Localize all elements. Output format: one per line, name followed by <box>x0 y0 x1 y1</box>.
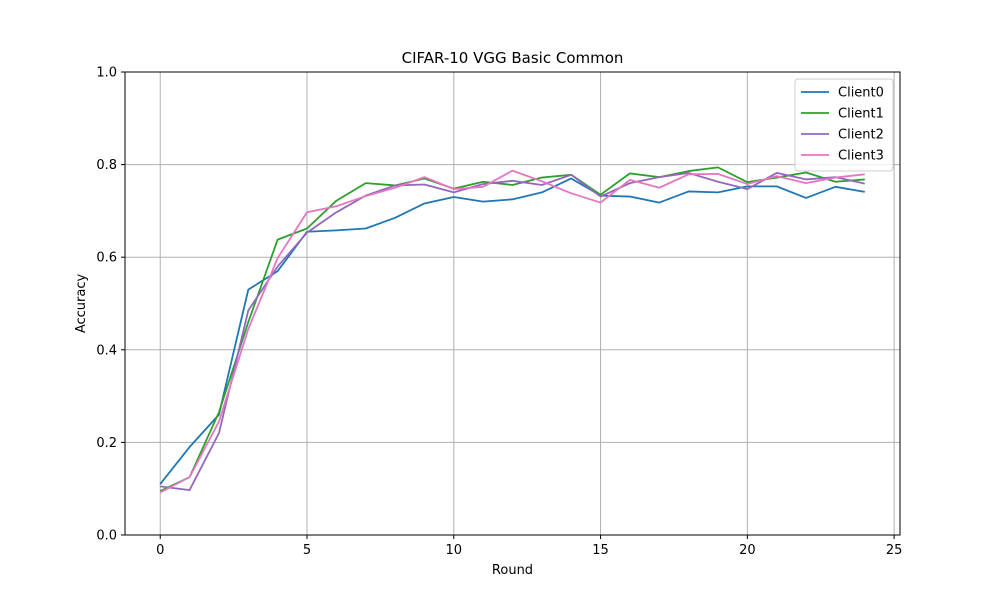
y-tick-label: 0.8 <box>96 158 117 173</box>
y-tick-label: 0.2 <box>96 436 117 451</box>
y-tick-label: 1.0 <box>96 66 117 81</box>
x-tick-label: 25 <box>886 543 903 558</box>
y-axis-label: Accuracy <box>74 274 89 334</box>
x-tick-label: 20 <box>739 543 756 558</box>
y-tick-label: 0.0 <box>96 529 117 544</box>
legend-entry: Client3 <box>838 149 884 164</box>
series-line-client3 <box>159 169 865 494</box>
x-tick-label: 15 <box>592 543 609 558</box>
x-axis-label: Round <box>492 563 533 578</box>
plot-area-frame <box>124 71 901 536</box>
x-tick-label: 10 <box>446 543 463 558</box>
y-tick-label: 0.4 <box>96 343 117 358</box>
series-line-client0 <box>159 177 865 485</box>
y-tick-label: 0.6 <box>96 251 117 266</box>
series-line-client1 <box>159 166 865 492</box>
x-tick-label: 0 <box>156 543 164 558</box>
axes: 0 5 10 15 20 25 0.0 0.2 0.4 0.6 0.8 1.0 <box>96 66 902 559</box>
legend-entry: Client1 <box>838 107 884 122</box>
legend-entry: Client2 <box>838 128 884 143</box>
x-tick-label: 5 <box>303 543 311 558</box>
legend: Client0 Client1 Client2 Client3 <box>794 78 894 172</box>
series-line-client2 <box>160 172 865 491</box>
legend-box <box>794 78 894 172</box>
chart-title: CIFAR-10 VGG Basic Common <box>402 49 624 67</box>
legend-entry: Client0 <box>838 86 884 101</box>
series-lines <box>159 166 865 494</box>
